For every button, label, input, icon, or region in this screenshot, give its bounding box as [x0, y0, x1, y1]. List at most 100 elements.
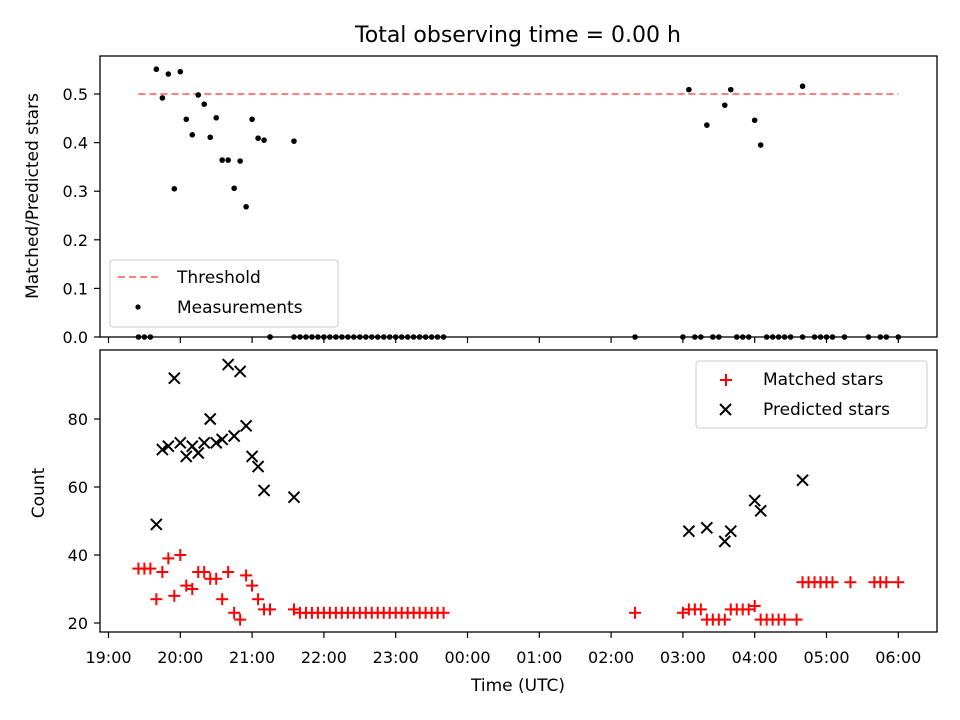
bottom-y-tick-label: 60 [68, 478, 88, 497]
matched-point [228, 606, 241, 619]
bottom-x-axis: 19:00 20:00 21:00 22:00 23:00 00:00 01:00 02:00… [85, 632, 921, 667]
x-axis-label: Time (UTC) [470, 676, 565, 696]
top-legend: Threshold Measurements [109, 259, 339, 328]
predicted-legend-handle [719, 403, 732, 416]
matched-point [778, 613, 791, 626]
predicted-point [204, 412, 217, 426]
measurement-point [231, 185, 237, 192]
bottom-y-axis-label: Count [29, 467, 49, 518]
measurement-point [686, 86, 692, 93]
count-panel: Count 20 40 60 80 19:00 20:00 21:00 22:00 23:00… [29, 349, 938, 667]
predicted-point [150, 518, 163, 531]
bottom-x-tick-label: 22:00 [301, 648, 347, 667]
measurement-point [159, 95, 166, 101]
figure-title: Total observing time = 0.00 h [354, 23, 681, 48]
matched-point [718, 613, 731, 626]
matched-point [437, 606, 450, 619]
measurement-point [255, 135, 261, 142]
predicted-point [796, 473, 809, 487]
bottom-legend-box [695, 360, 928, 429]
measurement-point [243, 203, 249, 210]
measurement-point [177, 68, 184, 75]
matched-point [144, 562, 157, 575]
top-y-tick-label: 0.4 [63, 134, 88, 153]
predicted-point [198, 436, 211, 450]
top-y-tick-label: 0.3 [63, 182, 88, 201]
predicted-point [162, 439, 175, 453]
measurement-point [704, 122, 710, 128]
predicted-point [168, 371, 181, 385]
predicted-point [748, 494, 761, 507]
predicted-point [239, 419, 253, 433]
measurement-point [249, 116, 255, 123]
measurement-point [757, 142, 764, 148]
bottom-x-tick-label: 05:00 [803, 648, 849, 667]
matched-point [222, 566, 235, 578]
matched-point [210, 572, 223, 585]
matched-legend-handle [720, 374, 732, 386]
top-y-axis-label: Matched/Predicted stars [23, 93, 43, 299]
bottom-x-tick-label: 00:00 [444, 648, 490, 667]
predicted-point [215, 433, 229, 446]
measurement-point [153, 66, 160, 73]
predicted-legend-label: Predicted stars [763, 400, 890, 420]
measurement-point [237, 158, 243, 164]
top-y-tick-label: 0.5 [63, 85, 88, 104]
bottom-y-tick-label: 40 [68, 546, 88, 565]
bottom-x-tick-label: 04:00 [732, 648, 778, 667]
measurement-point [213, 115, 219, 121]
bottom-x-tick-label: 01:00 [516, 648, 562, 667]
bottom-legend: Matched stars Predicted stars [695, 360, 928, 429]
predicted-point [257, 484, 271, 497]
predicted-point [718, 535, 731, 548]
matched-point [216, 593, 229, 606]
predicted-point [192, 446, 205, 460]
bottom-y-axis: 20 40 60 80 [68, 410, 100, 633]
matched-point [240, 569, 253, 582]
predicted-point [287, 490, 301, 504]
matched-point [629, 606, 642, 619]
matched-point [892, 576, 905, 589]
measurements-legend-label: Measurements [177, 298, 303, 318]
measurement-point [207, 134, 214, 141]
bottom-plot-area [132, 358, 905, 626]
matched-point [150, 593, 163, 606]
predicted-point [233, 365, 247, 378]
predicted-point [156, 443, 169, 456]
measurement-point [189, 132, 196, 138]
matched-point [186, 583, 199, 595]
bottom-x-tick-label: 23:00 [373, 648, 419, 667]
predicted-point [724, 524, 737, 538]
matched-point [748, 600, 761, 612]
predicted-point [174, 436, 187, 450]
bottom-y-tick-label: 20 [68, 614, 88, 633]
matched-point [156, 566, 169, 578]
threshold-legend-label: Threshold [176, 268, 261, 288]
matched-point [162, 552, 175, 565]
matched-point [168, 589, 181, 602]
matched-point [790, 613, 803, 626]
matched-point [694, 603, 707, 616]
measurement-point [225, 157, 231, 163]
predicted-point [209, 436, 223, 450]
measurement-point [171, 185, 178, 192]
top-y-tick-label: 0.1 [63, 279, 88, 298]
predicted-point [227, 429, 241, 443]
measurement-point [201, 101, 208, 108]
predicted-point [682, 524, 696, 538]
measurement-point [727, 86, 734, 93]
matched-point [264, 603, 277, 616]
predicted-point [251, 460, 265, 473]
matched-point [826, 576, 839, 589]
predicted-point [245, 450, 259, 463]
measurement-point [721, 102, 728, 108]
bottom-y-tick-label: 80 [68, 410, 88, 429]
matched-point [844, 576, 857, 589]
bottom-x-tick-label: 03:00 [660, 648, 706, 667]
bottom-axes-frame [99, 349, 938, 633]
measurement-point [165, 71, 172, 77]
matched-point [246, 579, 259, 592]
bottom-x-tick-label: 21:00 [229, 648, 275, 667]
